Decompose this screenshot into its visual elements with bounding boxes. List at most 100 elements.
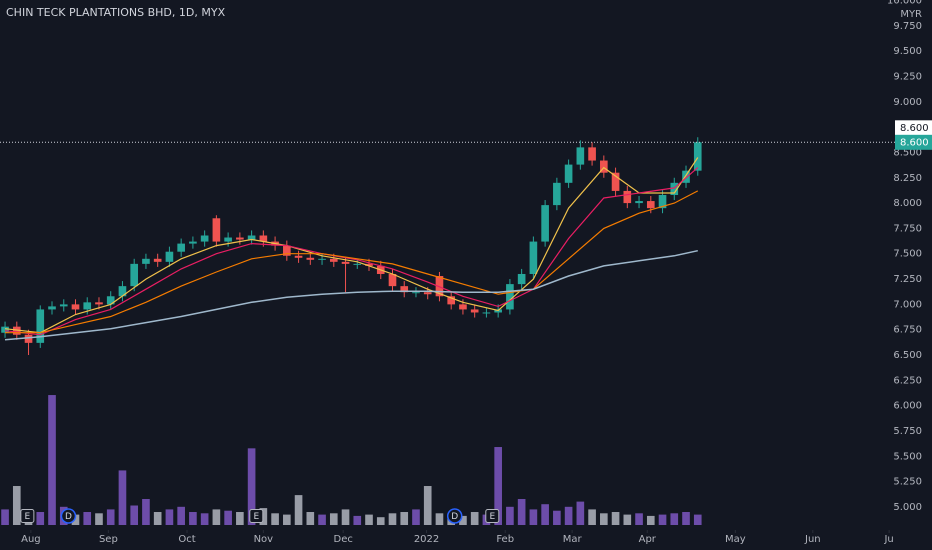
candle-body xyxy=(142,258,150,264)
candle-body xyxy=(189,241,197,244)
volume-bar xyxy=(153,512,162,525)
moving-average-line xyxy=(4,249,698,341)
x-tick-label: Aug xyxy=(21,534,41,545)
candle-body xyxy=(106,296,115,305)
volume-bar xyxy=(564,506,573,525)
volume-bar xyxy=(435,513,444,525)
volume-bar xyxy=(588,509,596,525)
x-tick-label: Feb xyxy=(496,534,514,545)
y-tick-label: 7.000 xyxy=(893,299,922,310)
candle-body xyxy=(447,296,456,305)
volume-bar xyxy=(400,512,409,525)
volume-bar xyxy=(236,512,244,525)
candle-body xyxy=(130,263,139,287)
y-tick-label: 9.000 xyxy=(893,97,922,108)
y-tick-label: 9.750 xyxy=(893,21,922,32)
volume-bar xyxy=(376,517,385,525)
x-tick-label: May xyxy=(725,534,746,545)
candle-body xyxy=(623,190,632,204)
candle-body xyxy=(294,255,303,258)
moving-average-line xyxy=(4,167,699,336)
volume-bar xyxy=(130,505,139,525)
y-tick-label: 5.000 xyxy=(893,502,922,513)
y-tick-label: 7.250 xyxy=(893,274,922,285)
event-marker xyxy=(446,508,463,524)
volume-bar xyxy=(693,514,702,525)
volume-bar xyxy=(423,486,432,525)
volume-bar xyxy=(517,499,526,525)
event-label: E xyxy=(253,512,259,522)
candle-body xyxy=(588,147,596,161)
candle-body xyxy=(412,292,420,294)
y-tick-label: 8.500 xyxy=(893,147,922,158)
candle-body xyxy=(83,302,92,310)
y-tick-label: 5.250 xyxy=(893,477,922,488)
candle-body xyxy=(353,263,362,265)
event-label: E xyxy=(25,512,31,522)
chart-title: CHIN TECK PLANTATIONS BHD, 1D, MYX xyxy=(6,6,226,19)
volume-bar xyxy=(142,499,150,525)
volume-bar xyxy=(646,515,655,525)
candle-body xyxy=(400,286,409,293)
volume-bar xyxy=(294,495,303,525)
candle-body xyxy=(24,334,33,343)
y-tick-label: 8.000 xyxy=(893,198,922,209)
volume-bar xyxy=(1,509,9,525)
volume-bar xyxy=(494,447,502,525)
candle-body xyxy=(259,235,268,242)
candle-body xyxy=(517,273,526,285)
volume-bar xyxy=(553,510,561,525)
volume-bar xyxy=(118,470,127,525)
y-tick-label: 10.000 xyxy=(887,0,922,7)
candle-body xyxy=(153,258,162,262)
event-label: E xyxy=(489,512,495,522)
y-tick-label: 9.500 xyxy=(893,46,922,57)
event-marker xyxy=(60,508,77,524)
y-tick-label: 9.250 xyxy=(893,71,922,82)
y-tick-label: 6.500 xyxy=(893,350,922,361)
volume-bar xyxy=(388,513,397,525)
volume-bar xyxy=(600,513,608,525)
volume-bar xyxy=(670,513,679,525)
candle-body xyxy=(541,205,549,242)
candle-body xyxy=(283,245,291,256)
moving-average-line xyxy=(4,157,699,334)
candle-body xyxy=(318,258,326,260)
volume-bar xyxy=(271,513,279,525)
candle-body xyxy=(1,326,9,333)
volume-bar xyxy=(83,512,92,525)
volume-bar xyxy=(658,514,667,525)
last-price-box xyxy=(895,134,932,150)
volume-bar xyxy=(224,510,232,525)
volume-bar xyxy=(506,506,514,525)
candle-body xyxy=(482,312,491,314)
candle-body xyxy=(71,304,80,310)
volume-bar xyxy=(529,509,538,525)
price-line-box xyxy=(895,120,932,136)
x-tick-label: Apr xyxy=(639,534,657,545)
volume-bar xyxy=(165,509,174,525)
candle-body xyxy=(48,306,56,310)
x-tick-label: Sep xyxy=(99,534,118,545)
event-marker xyxy=(20,509,35,523)
candle-body xyxy=(12,326,21,335)
x-tick-label: Jun xyxy=(804,534,821,545)
volume-bar xyxy=(189,512,197,525)
candle-body xyxy=(600,160,608,173)
candle-body xyxy=(423,292,432,295)
candle-body xyxy=(658,194,667,209)
volume-bar xyxy=(200,513,209,525)
price-line-label: 8.600 xyxy=(900,123,929,134)
last-price-label: 8.600 xyxy=(900,137,929,148)
candle-body xyxy=(670,182,679,195)
volume-bar xyxy=(212,509,221,525)
x-tick-label: Nov xyxy=(254,534,274,545)
x-tick-label: 2022 xyxy=(414,534,439,545)
candle-body xyxy=(247,235,256,240)
y-tick-label: 6.250 xyxy=(893,375,922,386)
volume-bar xyxy=(318,514,326,525)
volume-bar xyxy=(470,512,479,525)
candle-body xyxy=(341,261,350,264)
